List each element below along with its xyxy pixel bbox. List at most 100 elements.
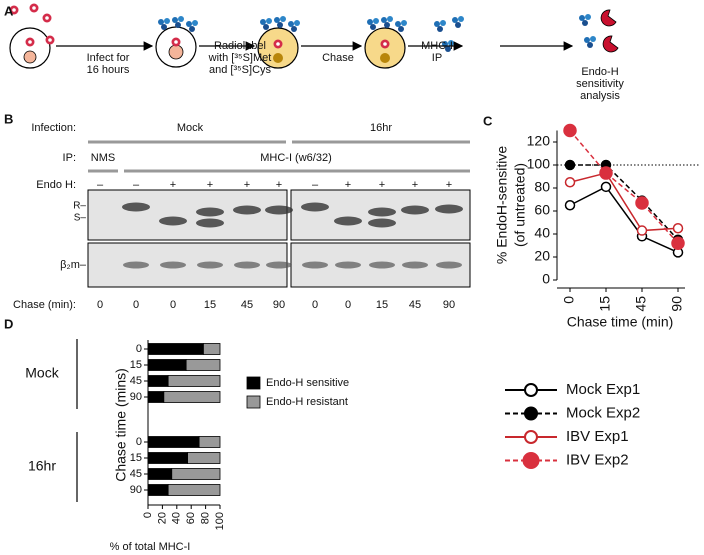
point bbox=[564, 177, 576, 188]
step-text: IP bbox=[432, 52, 442, 64]
bar-segment bbox=[163, 391, 221, 403]
band bbox=[301, 202, 329, 212]
group-label: MHC-I (w6/32) bbox=[260, 152, 332, 164]
band bbox=[435, 204, 463, 214]
point bbox=[564, 200, 576, 211]
panel-a-drawing bbox=[9, 3, 619, 69]
bar-segment bbox=[147, 375, 169, 387]
endo-h-sign: + bbox=[276, 179, 282, 191]
bar-segment bbox=[147, 484, 169, 496]
row-label: Infection: bbox=[31, 122, 76, 134]
x-tick-label: 20 bbox=[156, 512, 168, 524]
legend-label: Endo-H resistant bbox=[266, 396, 348, 408]
point bbox=[564, 159, 576, 171]
band bbox=[122, 202, 150, 212]
panel-label: A bbox=[4, 3, 14, 18]
x-tick-label: 100 bbox=[214, 512, 226, 530]
step-text: analysis bbox=[580, 90, 620, 102]
x-tick-label: 80 bbox=[200, 512, 212, 524]
band bbox=[159, 216, 187, 226]
legend-marker bbox=[524, 406, 538, 421]
point bbox=[599, 166, 613, 180]
chase-lane: 0 bbox=[133, 299, 139, 311]
chase-lane: 0 bbox=[345, 299, 351, 311]
step-text: MHC-I bbox=[421, 40, 453, 52]
y-tick-label: 80 bbox=[534, 179, 550, 195]
chase-lane: 90 bbox=[443, 299, 455, 311]
group-label: Mock bbox=[177, 122, 204, 134]
band bbox=[335, 261, 361, 269]
band bbox=[197, 261, 223, 269]
band bbox=[196, 207, 224, 217]
legend-marker bbox=[524, 383, 538, 397]
band bbox=[436, 261, 462, 269]
band-label: β₂m– bbox=[60, 259, 87, 271]
y-tick-label: 90 bbox=[130, 484, 142, 496]
step-text: sensitivity bbox=[576, 78, 624, 90]
x-tick-label: 60 bbox=[185, 512, 197, 524]
series-line bbox=[569, 172, 679, 232]
legend-label: Endo-H sensitive bbox=[266, 377, 349, 389]
step-text: Radiolabel bbox=[214, 40, 266, 52]
bar-segment bbox=[147, 468, 173, 480]
band bbox=[302, 261, 328, 269]
point bbox=[563, 123, 577, 138]
y-tick-label: 120 bbox=[527, 133, 551, 149]
series-line bbox=[569, 185, 679, 254]
endo-h-sign: – bbox=[97, 179, 104, 191]
step-text: 16 hours bbox=[87, 64, 130, 76]
bar-segment bbox=[167, 375, 221, 387]
band bbox=[368, 218, 396, 228]
y-tick-label: 0 bbox=[136, 343, 142, 355]
y-axis-label: Chase time (mins) bbox=[113, 368, 129, 482]
y-tick-label: 45 bbox=[130, 375, 142, 387]
x-tick-label: 45 bbox=[633, 296, 649, 312]
band-label: S– bbox=[74, 213, 87, 224]
chase-lane: 0 bbox=[312, 299, 318, 311]
bar-segment bbox=[198, 436, 221, 448]
endo-h-sign: + bbox=[207, 179, 213, 191]
chase-lane: 0 bbox=[170, 299, 176, 311]
y-tick-label: 15 bbox=[130, 359, 142, 371]
row-label: IP: bbox=[63, 152, 76, 164]
row-label: Endo H: bbox=[36, 179, 76, 191]
endo-h-sign: + bbox=[170, 179, 176, 191]
endo-h-sign: + bbox=[345, 179, 351, 191]
series-line bbox=[569, 130, 679, 244]
group-label: 16hr bbox=[28, 458, 56, 474]
step-text: Infect for bbox=[87, 52, 130, 64]
chase-lane: 45 bbox=[241, 299, 253, 311]
x-tick-label: 0 bbox=[561, 296, 577, 304]
group-label: Mock bbox=[25, 365, 59, 381]
bar-segment bbox=[167, 484, 221, 496]
point bbox=[672, 223, 684, 234]
y-tick-label: 40 bbox=[534, 225, 550, 241]
line-chart: C 0 20 40 60 80 100 120 0 15 45 90 % EndoH-sensitive… bbox=[483, 113, 700, 469]
y-tick-label: 90 bbox=[130, 391, 142, 403]
x-tick-label: 90 bbox=[669, 296, 685, 312]
band bbox=[123, 261, 149, 269]
x-tick-label: 40 bbox=[171, 512, 183, 524]
y-tick-label: 0 bbox=[542, 271, 550, 287]
step-text: and [³⁵S]Cys bbox=[209, 64, 272, 76]
panel-label: D bbox=[4, 316, 13, 331]
bar-segment bbox=[147, 359, 187, 371]
point bbox=[636, 225, 648, 236]
bar-segment bbox=[147, 391, 165, 403]
legend-label: Mock Exp1 bbox=[566, 381, 640, 398]
point bbox=[671, 236, 685, 250]
row-label: Chase (min): bbox=[13, 299, 76, 311]
legend-marker bbox=[522, 452, 540, 469]
chase-lane: 90 bbox=[273, 299, 285, 311]
bar-segment bbox=[147, 343, 204, 355]
band bbox=[266, 261, 292, 269]
band-label: R– bbox=[73, 201, 86, 212]
group-bars bbox=[88, 140, 470, 173]
endo-h-sign: – bbox=[133, 179, 140, 191]
bar-segment bbox=[203, 343, 221, 355]
endo-h-sign: + bbox=[446, 179, 452, 191]
group-label: NMS bbox=[91, 152, 115, 164]
